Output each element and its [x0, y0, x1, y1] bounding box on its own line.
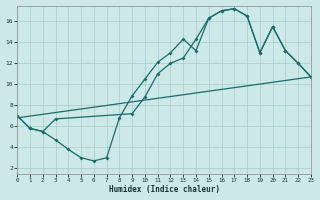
X-axis label: Humidex (Indice chaleur): Humidex (Indice chaleur): [108, 185, 220, 194]
